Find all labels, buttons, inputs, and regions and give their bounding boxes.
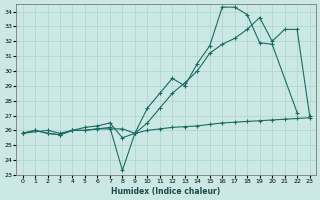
X-axis label: Humidex (Indice chaleur): Humidex (Indice chaleur) (111, 187, 221, 196)
